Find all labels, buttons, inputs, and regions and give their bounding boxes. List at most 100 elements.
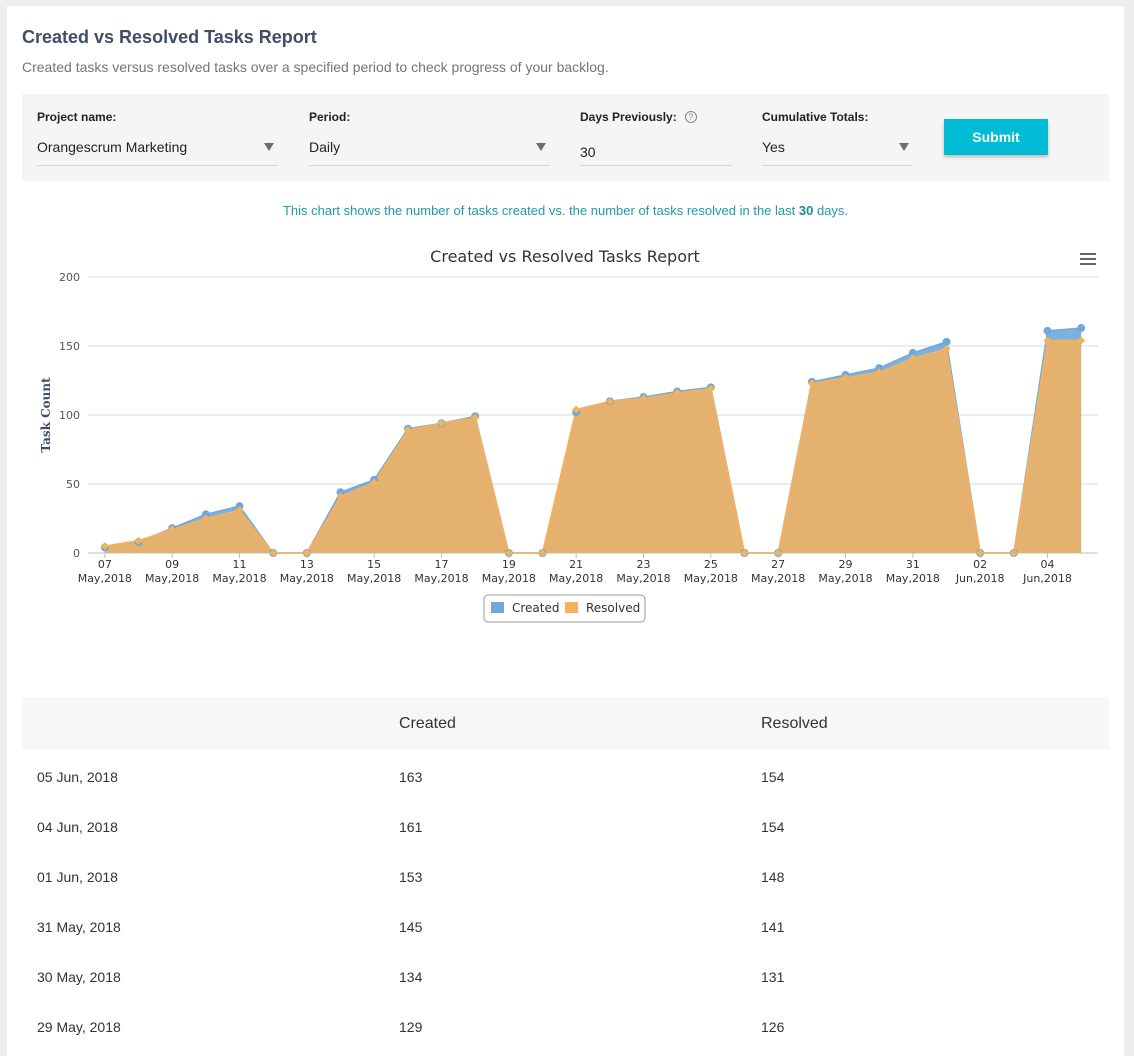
x-tick-month: Jun,2018 [1022, 572, 1072, 585]
data-table: Created Resolved 05 Jun, 2018 163 154 04 Ju… [22, 697, 1109, 1050]
cell-created: 161 [399, 819, 423, 835]
x-tick-month: May,2018 [684, 572, 738, 585]
data-point-resolved [875, 368, 884, 377]
chevron-down-icon [264, 143, 274, 151]
cell-resolved: 141 [761, 919, 785, 935]
table-row: 04 Jun, 2018 161 154 [22, 800, 1109, 850]
cumulative-totals-label: Cumulative Totals: [762, 110, 869, 124]
cell-date: 31 May, 2018 [37, 919, 121, 935]
y-tick-label: 200 [59, 271, 80, 284]
x-tick-day: 17 [435, 558, 449, 571]
x-tick-month: May,2018 [549, 572, 603, 585]
cell-created: 129 [399, 1019, 423, 1035]
page-subtitle: Created tasks versus resolved tasks over… [22, 59, 609, 75]
x-tick-month: May,2018 [78, 572, 132, 585]
x-tick-month: May,2018 [414, 572, 468, 585]
days-count: 30 [798, 203, 814, 218]
x-tick-day: 09 [165, 558, 179, 571]
data-point-created [908, 348, 917, 357]
data-point-resolved [471, 413, 480, 422]
x-tick-month: May,2018 [616, 572, 670, 585]
chart-note: This chart shows the number of tasks cre… [282, 203, 849, 218]
table-row: 05 Jun, 2018 163 154 [22, 750, 1109, 800]
legend-swatch-created [491, 602, 504, 613]
data-point-created [1077, 324, 1086, 333]
cumulative-totals-select[interactable]: Yes [762, 134, 913, 166]
x-tick-month: May,2018 [280, 572, 334, 585]
x-tick-month: May,2018 [145, 572, 199, 585]
submit-button[interactable]: Submit [944, 119, 1048, 155]
data-point-created [235, 502, 244, 511]
data-point-created [201, 510, 210, 519]
data-point-resolved [370, 478, 379, 487]
project-name-value: Orangescrum Marketing [37, 139, 188, 155]
x-tick-month: May,2018 [212, 572, 266, 585]
period-value: Daily [309, 139, 341, 155]
days-previously-label: Days Previously:? [580, 110, 697, 124]
legend-label-created: Created [512, 601, 560, 615]
data-point-resolved [1077, 336, 1086, 345]
page-title: Created vs Resolved Tasks Report [22, 27, 317, 47]
data-point-resolved [976, 549, 985, 557]
data-point-resolved [673, 388, 682, 397]
x-tick-month: May,2018 [482, 572, 536, 585]
x-tick-day: 31 [906, 558, 920, 571]
x-tick-month: Jun,2018 [955, 572, 1005, 585]
cumulative-totals-value: Yes [762, 139, 785, 155]
data-point-created [875, 364, 884, 373]
y-tick-label: 50 [66, 478, 80, 491]
x-tick-month: May,2018 [751, 572, 805, 585]
cell-resolved: 154 [761, 769, 785, 785]
legend-swatch-resolved [565, 602, 578, 613]
chevron-down-icon [899, 143, 909, 151]
period-select[interactable]: Daily [309, 134, 550, 166]
data-point-resolved [437, 419, 446, 428]
cell-created: 145 [399, 919, 423, 935]
chevron-down-icon [536, 143, 546, 151]
x-tick-month: May,2018 [886, 572, 940, 585]
table-row: 29 May, 2018 129 126 [22, 1000, 1109, 1050]
data-point-created [336, 488, 345, 497]
x-tick-day: 04 [1041, 558, 1055, 571]
report-card: Created vs Resolved Tasks Report Created… [7, 6, 1124, 1056]
data-point-resolved [706, 384, 715, 393]
x-tick-day: 02 [973, 558, 987, 571]
x-tick-day: 15 [367, 558, 381, 571]
project-name-label: Project name: [37, 110, 117, 124]
data-point-created [942, 337, 951, 346]
x-tick-day: 07 [98, 558, 112, 571]
x-tick-day: 25 [704, 558, 718, 571]
data-point-resolved [336, 492, 345, 501]
project-name-select[interactable]: Orangescrum Marketing [37, 134, 278, 166]
table-body: 05 Jun, 2018 163 154 04 Jun, 2018 161 154 01 J… [22, 750, 1109, 1050]
data-point-resolved [302, 549, 311, 557]
data-point-resolved [740, 549, 749, 557]
data-point-resolved [807, 379, 816, 388]
cell-created: 153 [399, 869, 423, 885]
chart-title: Created vs Resolved Tasks Report [430, 247, 700, 266]
cell-created: 134 [399, 969, 423, 985]
y-tick-label: 100 [59, 409, 80, 422]
x-tick-month: May,2018 [347, 572, 401, 585]
data-point-resolved [100, 542, 109, 551]
data-point-created [1043, 326, 1052, 335]
series-area-resolved [104, 340, 1082, 553]
series-line-resolved [104, 339, 1082, 554]
chart-menu-icon[interactable] [1080, 253, 1096, 267]
x-tick-day: 19 [502, 558, 516, 571]
chart: Created vs Resolved Tasks Report 0 50 100 15… [39, 247, 1098, 623]
period-label: Period: [309, 110, 351, 124]
cell-date: 04 Jun, 2018 [37, 819, 118, 835]
cell-date: 01 Jun, 2018 [37, 869, 118, 885]
table-row: 31 May, 2018 145 141 [22, 900, 1109, 950]
data-point-resolved [605, 397, 614, 406]
help-icon[interactable]: ? [684, 111, 697, 123]
cell-resolved: 131 [761, 969, 785, 985]
days-previously-input[interactable]: 30 [580, 134, 732, 166]
x-tick-day: 23 [637, 558, 651, 571]
header-resolved: Resolved [761, 715, 828, 732]
data-point-resolved [269, 549, 278, 557]
data-point-resolved [774, 549, 783, 557]
data-point-resolved [201, 514, 210, 523]
data-point-resolved [1043, 336, 1052, 345]
